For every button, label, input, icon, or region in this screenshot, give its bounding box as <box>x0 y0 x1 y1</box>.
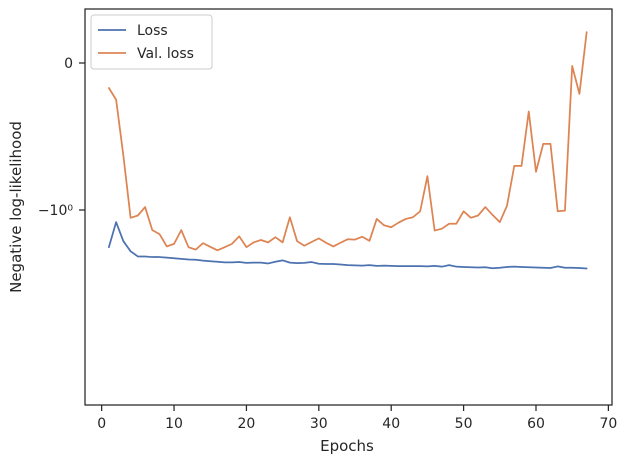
legend-label-1: Val. loss <box>137 46 194 62</box>
x-tick-label: 30 <box>310 416 328 432</box>
x-tick-label: 10 <box>165 416 183 432</box>
x-tick-label: 0 <box>97 416 106 432</box>
legend-label-0: Loss <box>137 23 168 39</box>
y-tick-label: 0 <box>64 56 73 72</box>
x-tick-label: 50 <box>455 416 473 432</box>
x-axis-label: Epochs <box>320 437 374 455</box>
x-tick-label: 70 <box>599 416 617 432</box>
x-tick-label: 60 <box>527 416 545 432</box>
y-tick-label: −10⁰ <box>38 203 74 219</box>
y-axis-label: Negative log-likelihood <box>7 121 25 293</box>
legend: Loss Val. loss <box>91 15 212 69</box>
x-tick-label: 40 <box>382 416 400 432</box>
x-tick-label: 20 <box>238 416 256 432</box>
